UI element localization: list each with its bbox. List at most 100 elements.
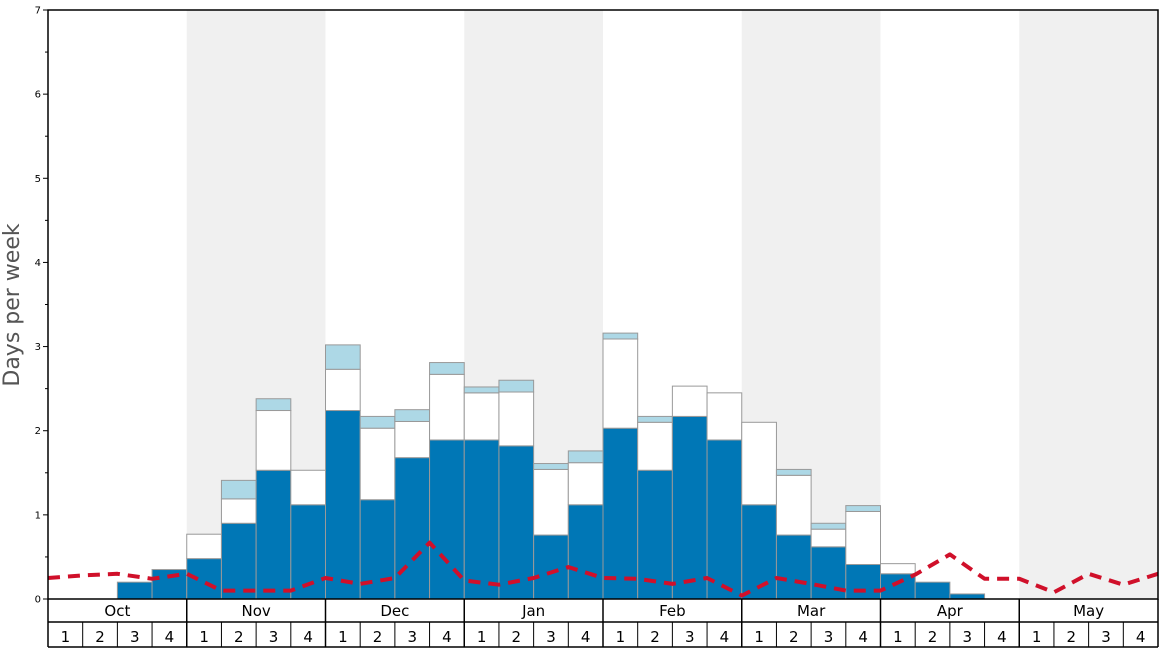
week-label: 3 bbox=[1101, 628, 1111, 646]
bar-base-6 bbox=[255, 469, 292, 600]
bar-middle-7 bbox=[290, 469, 326, 506]
bar-top-9 bbox=[359, 415, 396, 429]
bar-middle-6 bbox=[255, 410, 292, 471]
y-axis-label: Days per week bbox=[0, 223, 25, 386]
week-label: 2 bbox=[650, 628, 660, 646]
bar-base-5 bbox=[220, 522, 257, 600]
bar-middle-5 bbox=[220, 498, 257, 524]
week-label: 3 bbox=[824, 628, 834, 646]
bar-middle-8 bbox=[325, 368, 361, 412]
month-label-mar: Mar bbox=[797, 602, 826, 620]
bar-middle-14 bbox=[533, 468, 569, 536]
week-label: 1 bbox=[754, 628, 764, 646]
week-label: 4 bbox=[303, 628, 313, 646]
bar-base-15 bbox=[567, 504, 604, 600]
bar-base-10 bbox=[394, 457, 431, 600]
week-label: 3 bbox=[130, 628, 140, 646]
bar-base-4 bbox=[186, 558, 222, 600]
bar-base-13 bbox=[498, 445, 535, 600]
week-label: 2 bbox=[234, 628, 244, 646]
bar-middle-17 bbox=[637, 421, 673, 471]
bar-top-13 bbox=[498, 379, 535, 393]
bar-top-22 bbox=[810, 522, 847, 530]
bar-middle-16 bbox=[602, 338, 639, 429]
week-label: 2 bbox=[928, 628, 938, 646]
bar-middle-15 bbox=[567, 462, 604, 506]
week-label: 1 bbox=[616, 628, 626, 646]
bar-middle-11 bbox=[429, 373, 465, 441]
bar-top-14 bbox=[533, 463, 569, 470]
bar-base-21 bbox=[775, 534, 812, 600]
week-label: 1 bbox=[1032, 628, 1042, 646]
week-label: 4 bbox=[581, 628, 591, 646]
week-label: 1 bbox=[338, 628, 348, 646]
ytick-label-4: 4 bbox=[35, 258, 41, 269]
week-label: 2 bbox=[1067, 628, 1077, 646]
bar-base-14 bbox=[533, 534, 569, 600]
week-label: 2 bbox=[373, 628, 383, 646]
bar-top-16 bbox=[602, 332, 639, 340]
week-label: 3 bbox=[407, 628, 417, 646]
month-label-feb: Feb bbox=[659, 602, 686, 620]
bar-top-23 bbox=[845, 505, 881, 512]
month-label-nov: Nov bbox=[241, 602, 270, 620]
bar-middle-18 bbox=[671, 385, 708, 417]
week-label: 3 bbox=[962, 628, 972, 646]
bar-middle-22 bbox=[810, 528, 847, 548]
month-label-apr: Apr bbox=[937, 602, 964, 620]
week-label: 4 bbox=[858, 628, 868, 646]
bar-middle-12 bbox=[463, 392, 500, 441]
week-label: 1 bbox=[199, 628, 209, 646]
week-label: 4 bbox=[165, 628, 175, 646]
bar-top-8 bbox=[325, 344, 361, 370]
bar-top-5 bbox=[220, 479, 257, 500]
bar-middle-20 bbox=[741, 421, 777, 506]
week-label: 4 bbox=[720, 628, 730, 646]
shade-may bbox=[1019, 10, 1158, 599]
week-label: 2 bbox=[95, 628, 105, 646]
bar-middle-21 bbox=[775, 474, 812, 536]
month-shading bbox=[186, 10, 1158, 599]
week-label: 4 bbox=[1136, 628, 1146, 646]
week-label: 2 bbox=[512, 628, 522, 646]
week-label: 1 bbox=[893, 628, 903, 646]
bar-base-16 bbox=[602, 427, 639, 600]
bar-top-12 bbox=[463, 386, 500, 394]
bar-base-8 bbox=[325, 410, 361, 600]
week-label: 3 bbox=[546, 628, 556, 646]
month-label-oct: Oct bbox=[104, 602, 130, 620]
bar-top-15 bbox=[567, 450, 604, 464]
bar-top-6 bbox=[255, 398, 292, 412]
ytick-label-0: 0 bbox=[35, 595, 41, 606]
bar-base-26 bbox=[949, 593, 986, 600]
ytick-label-1: 1 bbox=[35, 510, 41, 521]
bar-top-21 bbox=[775, 468, 812, 476]
month-label-dec: Dec bbox=[380, 602, 409, 620]
ytick-label-2: 2 bbox=[35, 426, 41, 437]
bar-top-11 bbox=[429, 362, 465, 375]
bar-middle-13 bbox=[498, 391, 535, 447]
bar-middle-19 bbox=[706, 392, 743, 441]
dashed-line-path bbox=[47, 540, 1159, 598]
week-label: 2 bbox=[789, 628, 799, 646]
week-label: 4 bbox=[997, 628, 1007, 646]
bar-top-10 bbox=[394, 409, 431, 422]
month-label-may: May bbox=[1073, 602, 1104, 620]
week-label: 3 bbox=[269, 628, 279, 646]
bar-middle-10 bbox=[394, 420, 431, 459]
bar-base-3 bbox=[151, 569, 188, 600]
bar-base-19 bbox=[706, 439, 743, 600]
week-label: 3 bbox=[685, 628, 695, 646]
x-axis: Oct 1 2 3 4 Nov 1 2 3 4 Dec 1 2 3 4 Jan 1 2 3 4 Feb 1 2 3 4 Mar 1 2… bbox=[47, 599, 1159, 648]
bar-middle-24 bbox=[880, 563, 916, 575]
week-label: 4 bbox=[442, 628, 452, 646]
dashed-line bbox=[47, 540, 1159, 598]
week-label: 1 bbox=[61, 628, 71, 646]
bar-base-23 bbox=[845, 564, 881, 600]
bar-middle-23 bbox=[845, 510, 881, 566]
week-label: 1 bbox=[477, 628, 487, 646]
bar-middle-4 bbox=[186, 533, 222, 560]
month-label-jan: Jan bbox=[521, 602, 545, 620]
ytick-label-6: 6 bbox=[35, 90, 41, 101]
